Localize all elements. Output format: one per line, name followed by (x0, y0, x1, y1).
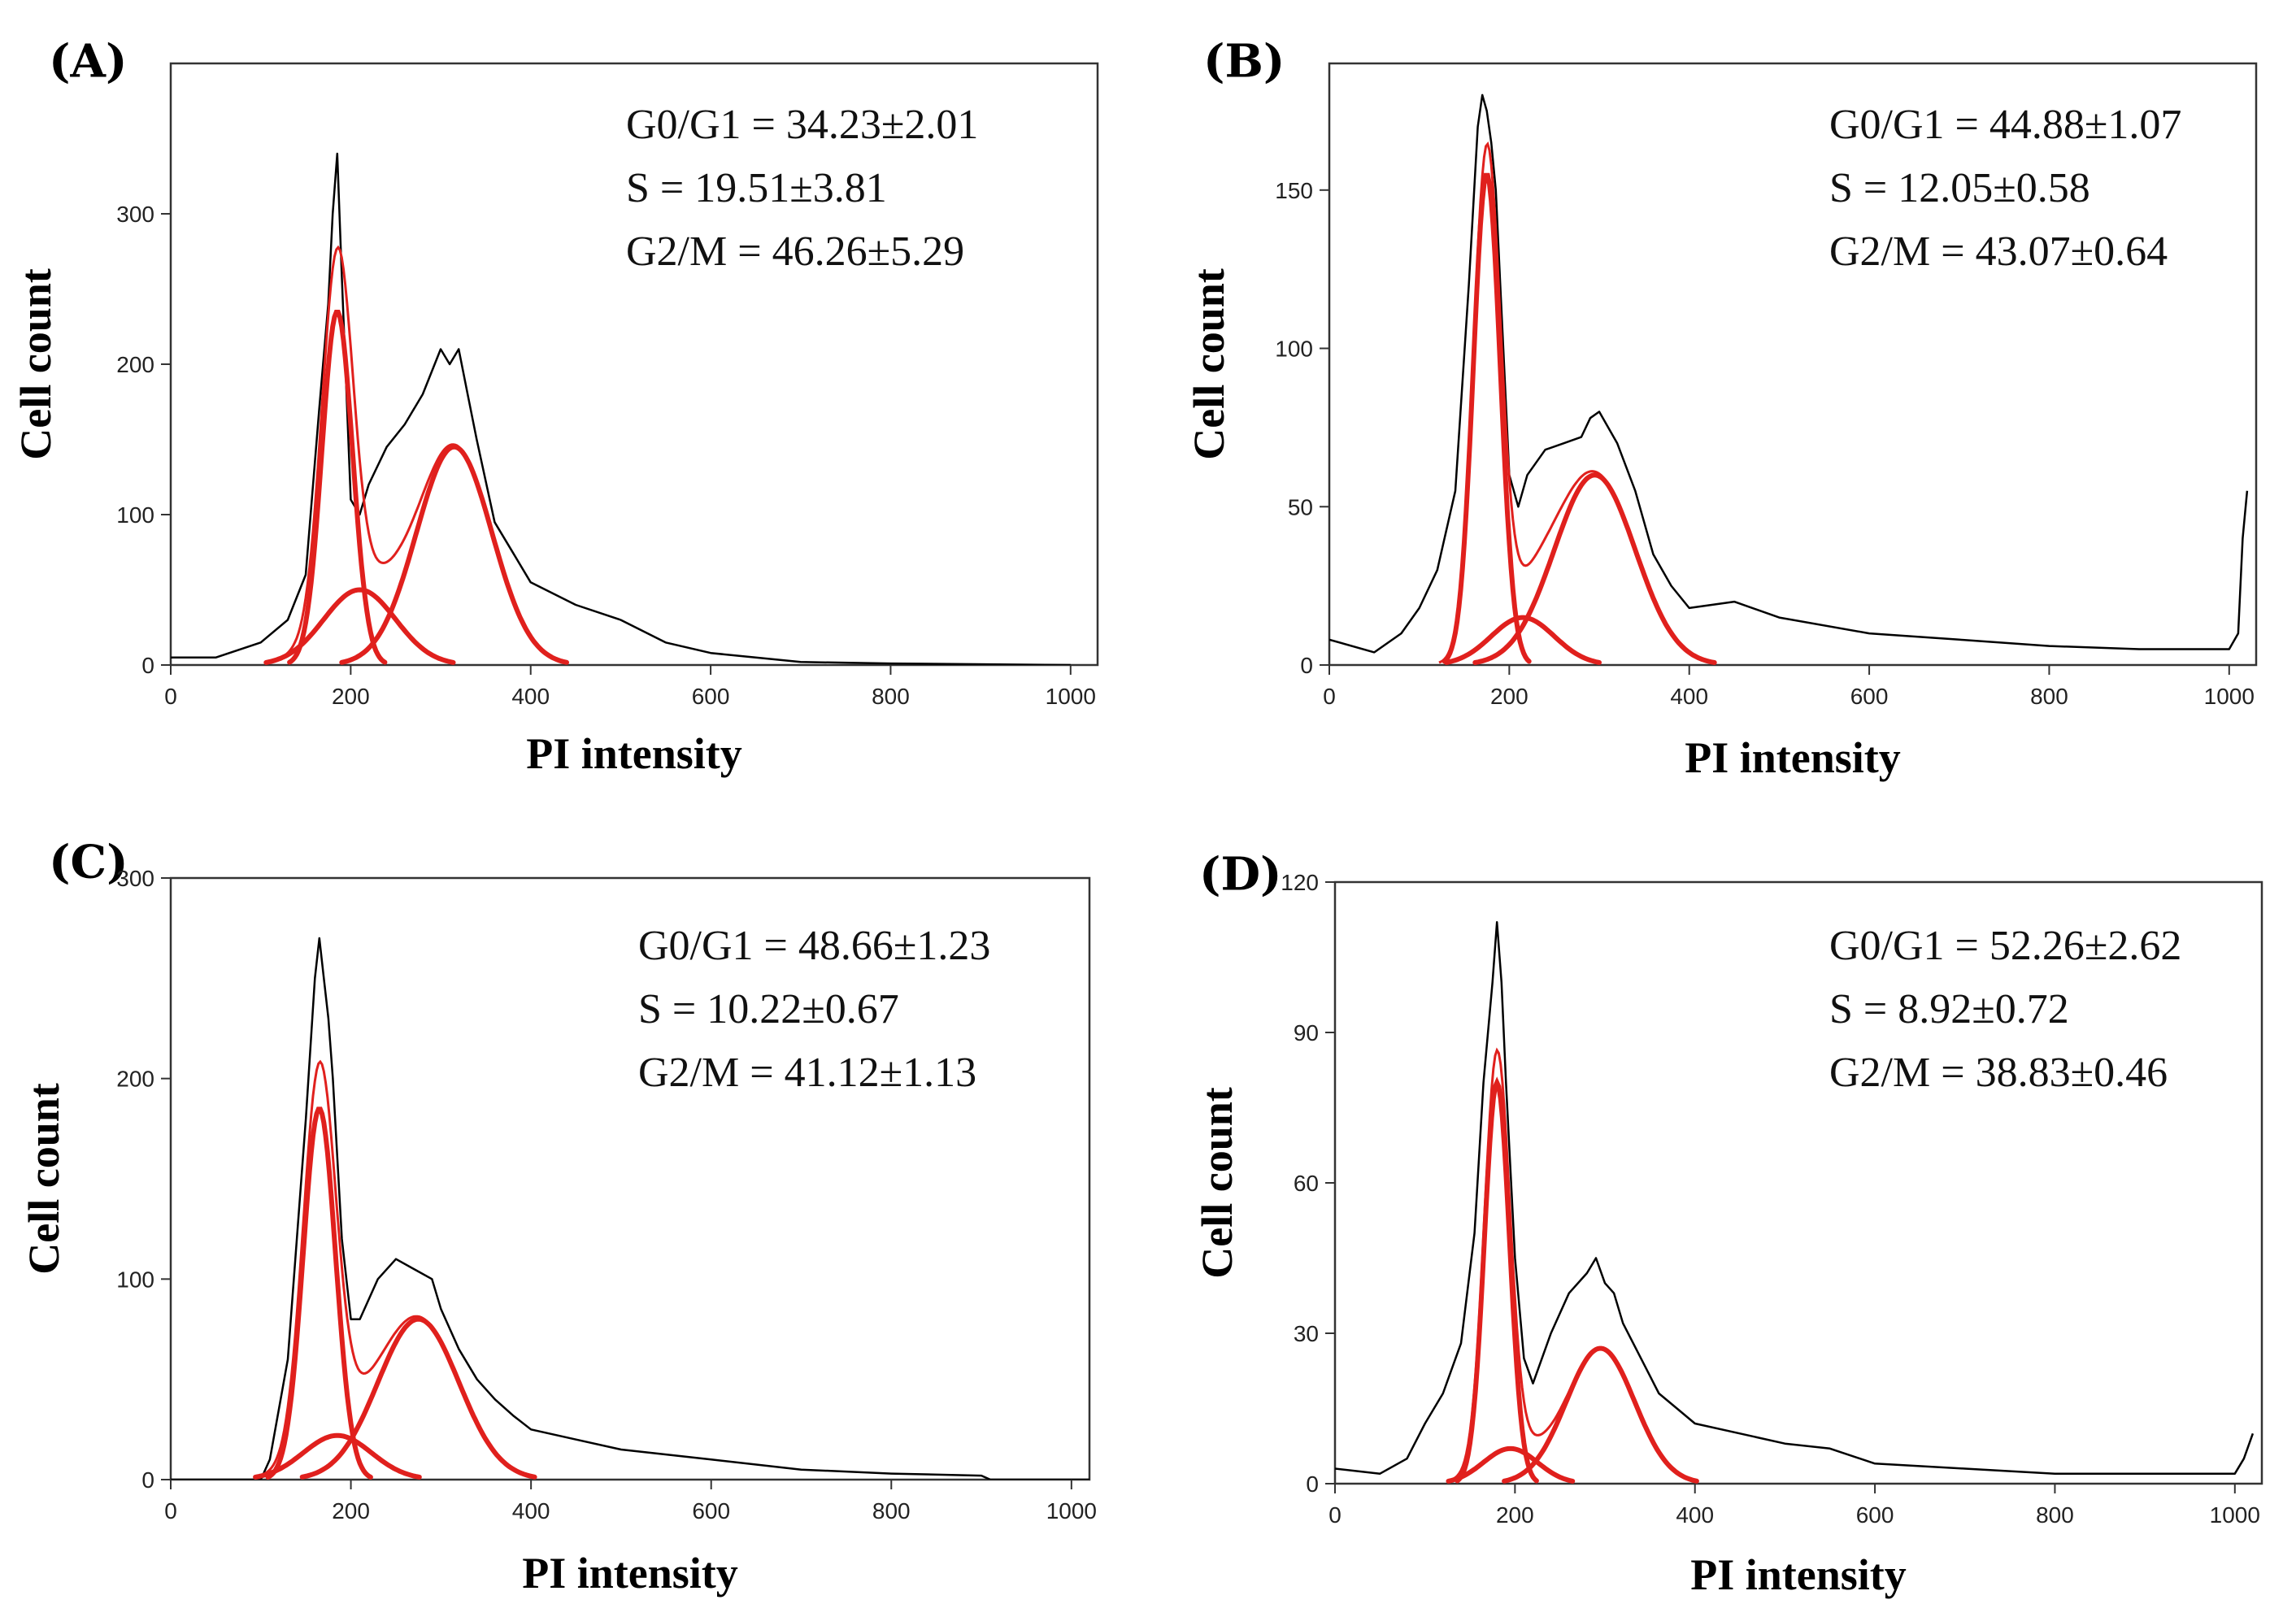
phase-stat-1: S = 10.22±0.67 (638, 986, 899, 1032)
y-tick-label: 300 (116, 866, 154, 891)
y-axis-title: Cell count (1193, 1087, 1241, 1279)
x-tick-label: 800 (2036, 1502, 2074, 1528)
x-axis-title: PI intensity (1690, 1550, 1907, 1599)
x-tick-label: 800 (872, 1498, 911, 1524)
phase-stat-0: G0/G1 = 34.23±2.01 (626, 102, 978, 148)
y-axis-title: Cell count (20, 1083, 68, 1275)
y-tick-label: 200 (116, 352, 154, 377)
panel-b: (B) 0 200 400 600 800 1000 0 50 100 150 PI intensit… (1185, 35, 2258, 782)
y-tick-label: 60 (1294, 1171, 1319, 1196)
fit-curve-g0-g1-fit (287, 310, 388, 665)
y-tick-label: 200 (116, 1067, 154, 1092)
panel-d: (D) 0 200 400 600 800 1000 0 30 60 90 120 PI intensi… (1193, 848, 2263, 1599)
phase-stat-2: G2/M = 46.26±5.29 (626, 228, 964, 275)
histogram-line (1329, 93, 2249, 654)
fit-curve-s-fit (253, 1432, 422, 1480)
x-axis-title: PI intensity (526, 729, 742, 778)
phase-stat-0: G0/G1 = 48.66±1.23 (638, 923, 990, 969)
y-tick-label: 300 (116, 202, 154, 227)
y-tick-label: 100 (1275, 337, 1313, 362)
phase-stat-0: G0/G1 = 44.88±1.07 (1829, 102, 2181, 148)
x-tick-label: 0 (164, 684, 177, 709)
fit-sum-curve (254, 1059, 535, 1479)
x-tick-label: 0 (1328, 1502, 1342, 1528)
y-tick-label: 100 (116, 502, 154, 528)
y-tick-label: 100 (116, 1267, 154, 1292)
y-tick-label: 0 (141, 1467, 154, 1493)
panel-a: (A) 0 200 400 600 800 1000 0 100 200 300 PI intensi… (11, 35, 1099, 778)
plot-area (171, 152, 1071, 665)
y-tick-label: 0 (1306, 1471, 1319, 1497)
phase-stat-1: S = 19.51±3.81 (626, 165, 887, 211)
x-tick-label: 400 (1670, 684, 1708, 709)
x-tick-label: 600 (692, 1498, 730, 1524)
panel-label: (C) (49, 836, 128, 889)
x-tick-label: 200 (1490, 684, 1528, 709)
fit-curve-s-fit (1443, 615, 1602, 665)
fit-curve-s-fit (263, 587, 456, 665)
x-tick-label: 800 (2030, 684, 2068, 709)
y-tick-label: 30 (1294, 1321, 1319, 1346)
phase-stat-1: S = 8.92±0.72 (1829, 986, 2069, 1032)
y-axis-title: Cell count (11, 268, 60, 460)
x-tick-label: 200 (1496, 1502, 1534, 1528)
phase-stat-1: S = 12.05±0.58 (1829, 165, 2090, 211)
y-axis-title: Cell count (1185, 268, 1233, 460)
fit-sum-curve (1448, 1047, 1698, 1483)
panel-label: (A) (49, 35, 127, 89)
x-tick-label: 600 (692, 684, 730, 709)
panel-label: (D) (1199, 848, 1282, 902)
x-axis-title: PI intensity (522, 1549, 738, 1597)
plot-area (171, 937, 1089, 1480)
histogram-line (171, 937, 1089, 1480)
fit-curve-g0-g1-fit (1455, 1076, 1539, 1484)
histogram-line (1335, 921, 2255, 1475)
x-tick-label: 600 (1850, 684, 1889, 709)
x-tick-label: 400 (512, 1498, 550, 1524)
fit-sum-curve (1438, 141, 1715, 664)
x-tick-label: 400 (1676, 1502, 1714, 1528)
x-tick-label: 1000 (2204, 684, 2255, 709)
x-tick-label: 600 (1856, 1502, 1894, 1528)
fit-sum-curve (266, 245, 567, 664)
x-tick-label: 200 (332, 684, 370, 709)
y-tick-label: 0 (141, 653, 154, 678)
x-tick-label: 800 (872, 684, 910, 709)
x-tick-label: 0 (164, 1498, 177, 1524)
y-tick-label: 90 (1294, 1020, 1319, 1045)
phase-stat-2: G2/M = 41.12±1.13 (638, 1050, 976, 1096)
histogram-line (171, 152, 1071, 665)
plot-area (1335, 921, 2255, 1484)
x-tick-label: 1000 (1046, 684, 1096, 709)
panel-label: (B) (1203, 35, 1285, 89)
plot-frame (1328, 62, 2258, 667)
fit-curve-s-fit (1446, 1445, 1576, 1484)
phase-stat-2: G2/M = 43.07±0.64 (1829, 228, 2168, 275)
x-tick-label: 1000 (2210, 1502, 2260, 1528)
plot-area (1329, 93, 2249, 665)
panel-c: (C) 0 200 400 600 800 1000 0 100 200 300 PI intensi… (20, 836, 1097, 1597)
phase-stat-2: G2/M = 38.83±0.46 (1829, 1050, 2168, 1096)
x-tick-label: 400 (511, 684, 550, 709)
phase-stat-0: G0/G1 = 52.26±2.62 (1829, 923, 2181, 969)
x-tick-label: 0 (1323, 684, 1336, 709)
y-tick-label: 120 (1281, 870, 1319, 895)
x-tick-label: 1000 (1046, 1498, 1097, 1524)
x-tick-label: 200 (332, 1498, 370, 1524)
y-tick-label: 0 (1300, 653, 1313, 678)
x-axis-title: PI intensity (1685, 733, 1901, 782)
y-tick-label: 150 (1275, 178, 1313, 203)
y-tick-label: 50 (1288, 494, 1313, 519)
